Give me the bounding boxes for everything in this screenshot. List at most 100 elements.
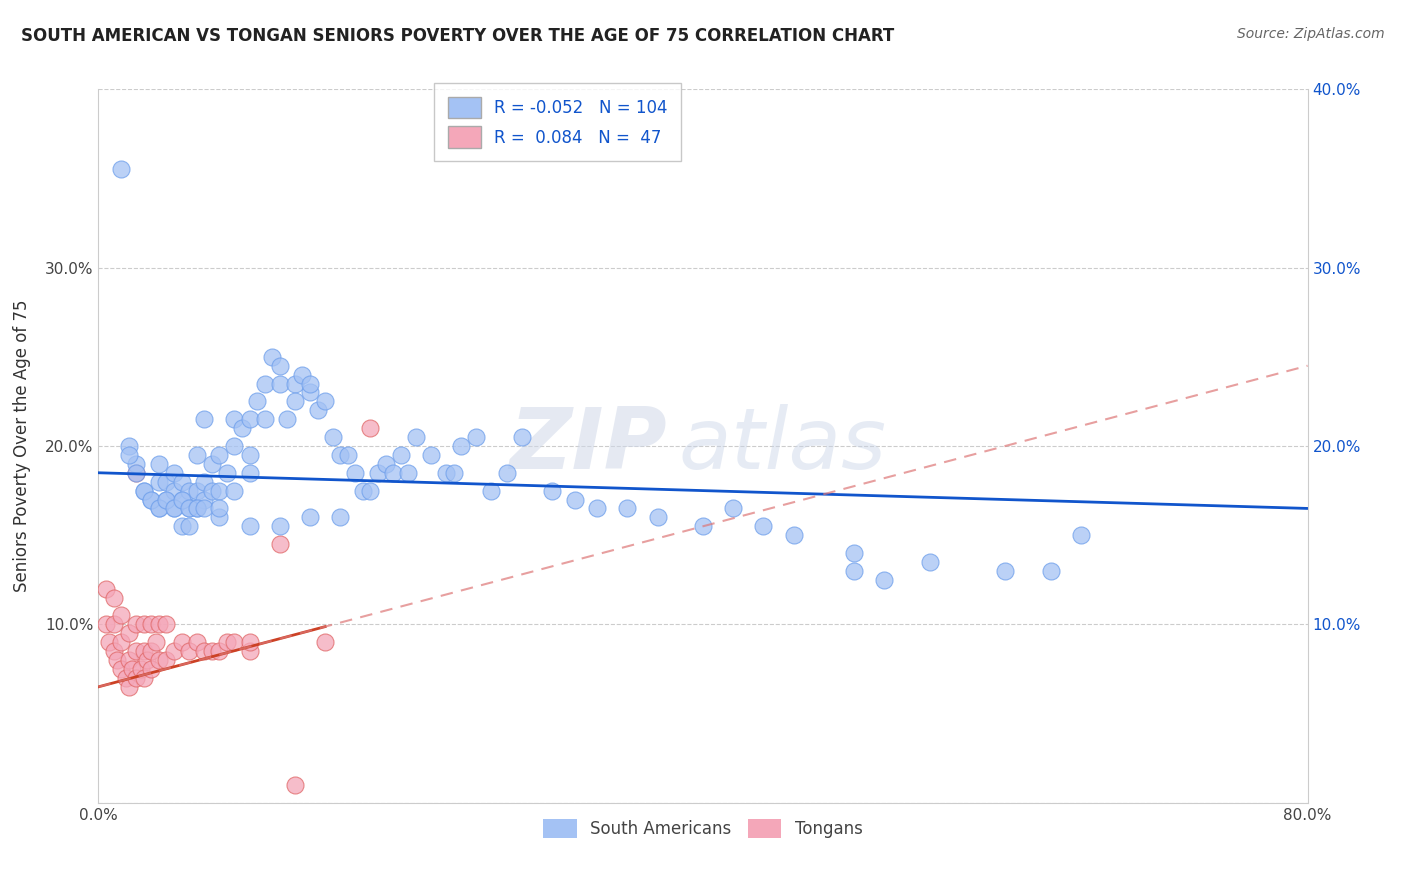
Point	[118, 653, 141, 667]
Point	[110, 608, 132, 623]
Point	[564, 492, 586, 507]
Point	[145, 635, 167, 649]
Point	[253, 412, 276, 426]
Point	[179, 483, 201, 498]
Point	[132, 483, 155, 498]
Point	[118, 439, 141, 453]
Point	[129, 662, 152, 676]
Point	[114, 671, 136, 685]
Point	[284, 778, 307, 792]
Point	[367, 466, 389, 480]
Point	[299, 385, 322, 400]
Point	[148, 617, 170, 632]
Point	[224, 483, 246, 498]
Point	[179, 519, 201, 533]
Point	[586, 501, 609, 516]
Point	[215, 466, 238, 480]
Point	[186, 501, 208, 516]
Point	[170, 492, 193, 507]
Point	[647, 510, 669, 524]
Point	[132, 617, 155, 632]
Point	[141, 492, 163, 507]
Point	[125, 466, 148, 480]
Point	[239, 519, 262, 533]
Point	[186, 448, 208, 462]
Point	[208, 510, 231, 524]
Point	[118, 626, 141, 640]
Point	[540, 483, 562, 498]
Point	[510, 430, 533, 444]
Point	[443, 466, 465, 480]
Point	[132, 671, 155, 685]
Point	[253, 376, 276, 391]
Point	[322, 430, 344, 444]
Point	[163, 466, 186, 480]
Point	[783, 528, 806, 542]
Point	[110, 662, 132, 676]
Point	[148, 475, 170, 489]
Point	[284, 376, 307, 391]
Point	[193, 475, 215, 489]
Point	[262, 350, 284, 364]
Point	[193, 412, 215, 426]
Point	[125, 617, 148, 632]
Point	[135, 653, 157, 667]
Point	[692, 519, 714, 533]
Point	[481, 483, 503, 498]
Point	[420, 448, 443, 462]
Point	[239, 448, 262, 462]
Point	[118, 448, 141, 462]
Point	[269, 359, 291, 373]
Point	[269, 519, 291, 533]
Point	[186, 501, 208, 516]
Point	[179, 501, 201, 516]
Point	[94, 582, 117, 596]
Point	[844, 546, 866, 560]
Point	[994, 564, 1017, 578]
Point	[239, 644, 262, 658]
Point	[170, 475, 193, 489]
Point	[329, 448, 352, 462]
Point	[141, 644, 163, 658]
Point	[307, 403, 329, 417]
Point	[360, 483, 382, 498]
Point	[148, 501, 170, 516]
Point	[239, 412, 262, 426]
Point	[269, 537, 291, 551]
Point	[125, 644, 148, 658]
Point	[110, 162, 132, 177]
Legend: South Americans, Tongans: South Americans, Tongans	[537, 812, 869, 845]
Point	[179, 501, 201, 516]
Point	[193, 492, 215, 507]
Point	[110, 635, 132, 649]
Point	[132, 483, 155, 498]
Point	[752, 519, 775, 533]
Point	[148, 501, 170, 516]
Point	[201, 457, 224, 471]
Point	[1039, 564, 1062, 578]
Point	[208, 448, 231, 462]
Point	[352, 483, 374, 498]
Text: Source: ZipAtlas.com: Source: ZipAtlas.com	[1237, 27, 1385, 41]
Point	[94, 617, 117, 632]
Point	[239, 635, 262, 649]
Point	[132, 644, 155, 658]
Point	[155, 492, 177, 507]
Point	[434, 466, 457, 480]
Point	[148, 457, 170, 471]
Text: ZIP: ZIP	[509, 404, 666, 488]
Point	[170, 492, 193, 507]
Point	[314, 635, 336, 649]
Point	[208, 501, 231, 516]
Point	[291, 368, 314, 382]
Point	[374, 457, 396, 471]
Point	[224, 635, 246, 649]
Point	[103, 591, 125, 605]
Point	[98, 635, 121, 649]
Point	[155, 653, 177, 667]
Point	[389, 448, 412, 462]
Point	[155, 492, 177, 507]
Text: SOUTH AMERICAN VS TONGAN SENIORS POVERTY OVER THE AGE OF 75 CORRELATION CHART: SOUTH AMERICAN VS TONGAN SENIORS POVERTY…	[21, 27, 894, 45]
Point	[105, 653, 128, 667]
Point	[360, 421, 382, 435]
